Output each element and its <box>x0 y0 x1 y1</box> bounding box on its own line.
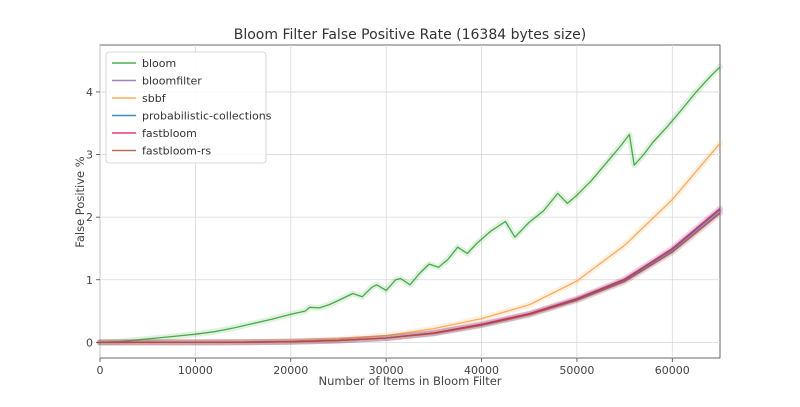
x-tick-label: 0 <box>97 364 104 377</box>
y-tick-label: 1 <box>86 274 93 287</box>
legend-label: probabilistic-collections <box>142 110 272 123</box>
series-line <box>100 212 721 344</box>
legend-label: fastbloom <box>142 127 197 140</box>
x-tick-label: 10000 <box>178 364 213 377</box>
y-tick-label: 4 <box>86 86 93 99</box>
x-tick-label: 60000 <box>655 364 690 377</box>
series-line <box>99 66 721 344</box>
legend: bloom bloomfilter sbbf probabilistic-collec… <box>105 51 272 164</box>
legend-label: bloom <box>142 57 176 70</box>
y-tick-label: 2 <box>86 211 93 224</box>
y-axis-label: False Positive % <box>73 156 87 248</box>
x-tick-label: 50000 <box>559 364 594 377</box>
legend-label: sbbf <box>142 92 167 105</box>
legend-label: bloomfilter <box>142 75 202 88</box>
series-layer <box>97 63 723 346</box>
x-tick-label: 40000 <box>464 364 499 377</box>
x-tick-label: 20000 <box>273 364 308 377</box>
legend-label: fastbloom-rs <box>142 145 211 158</box>
y-tick-label: 0 <box>86 336 93 349</box>
ticks-layer: 0 10000 20000 30000 40000 50000 60000 0 1 2 3 4 <box>86 86 690 377</box>
x-axis-label: Number of Items in Bloom Filter <box>318 374 501 388</box>
legend-box <box>105 51 267 164</box>
y-tick-label: 3 <box>86 149 93 162</box>
x-tick-label: 30000 <box>369 364 404 377</box>
chart-title: Bloom Filter False Positive Rate (16384 … <box>234 27 586 43</box>
